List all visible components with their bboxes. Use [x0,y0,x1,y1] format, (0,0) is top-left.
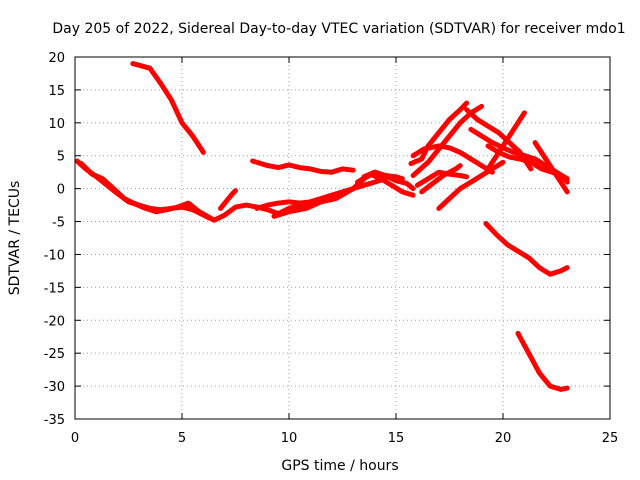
axis-ticks [74,56,611,420]
series-track-18 [485,110,527,172]
series-track-12 [410,143,495,175]
y-tick-label: 20 [48,51,65,66]
series-track-19 [485,143,570,185]
plot-frame [74,56,611,420]
series-track-21 [483,221,570,277]
y-tick-label: -10 [44,248,65,263]
x-tick-label: 10 [281,431,298,446]
y-tick-label: -25 [44,347,65,362]
series-track-22 [515,330,570,392]
x-tick-label: 0 [71,431,79,446]
series-track-2 [78,161,335,223]
x-tick-label: 5 [178,431,186,446]
gridlines [75,57,610,419]
y-axis-label: SDTVAR / TECUs [7,181,23,296]
series-track-14 [419,163,463,195]
y-tick-label: 5 [57,150,65,165]
y-tick-label: -35 [44,413,65,428]
y-tick-label: -15 [44,281,65,296]
y-axis-tick-labels: -35 -30 -25 -20 -15 -10 -5 0 5 10 15 20 [44,51,65,428]
x-tick-label: 25 [602,431,619,446]
y-tick-label: -30 [44,380,65,395]
series-track-10 [408,100,470,167]
x-axis-label: GPS time / hours [281,458,398,474]
series-track-6 [254,176,388,211]
y-tick-label: 0 [57,183,65,198]
y-tick-label: 15 [48,84,65,99]
series-track-5 [250,158,356,175]
y-tick-label: -5 [52,216,65,231]
series-group [74,61,570,392]
x-axis-tick-labels: 0 5 10 15 20 25 [71,431,618,446]
x-tick-label: 15 [388,431,405,446]
y-tick-label: 10 [48,117,65,132]
series-track-20 [532,140,570,195]
series-track-3 [130,61,206,155]
series-track-15 [436,159,506,211]
series-track-4 [218,188,238,211]
series-track-9 [361,169,416,192]
x-tick-label: 20 [495,431,512,446]
y-tick-label: -20 [44,314,65,329]
chart-title: Day 205 of 2022, Sidereal Day-to-day VTE… [52,21,625,37]
